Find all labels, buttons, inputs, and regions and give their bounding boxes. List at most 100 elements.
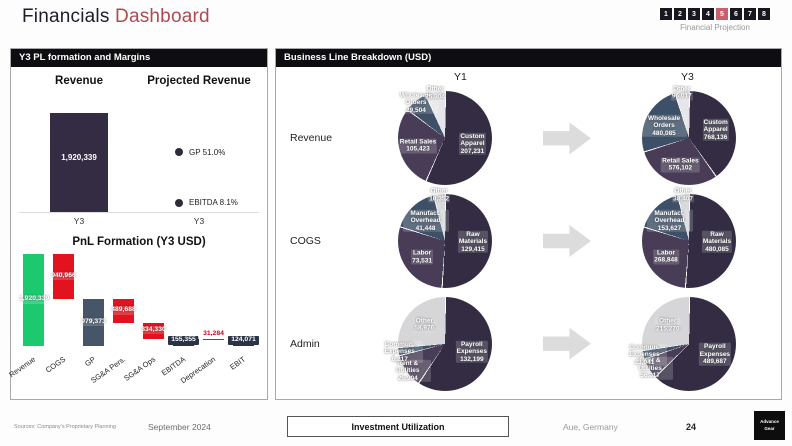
- revenue-y3-pie: Custom Apparel 768,136 Retail Sales 576,102…: [641, 85, 736, 186]
- waterfall-title: PnL Formation (Y3 USD): [72, 236, 206, 248]
- revenue-bar-value: 1,920,339: [61, 152, 97, 162]
- waterfall-category-label: EBIT: [227, 354, 247, 372]
- projected-revenue-chart: Projected Revenue GP 51.0% EBITDA 8.1% Y3: [139, 75, 259, 226]
- admin-y3-pie: Payroll Expenses 489,687 Rent & Utilities 5…: [621, 296, 736, 391]
- revenue-plot: 1,920,339: [19, 95, 139, 213]
- panel-breakdown-header: Business Line Breakdown (USD): [276, 49, 781, 67]
- pie-cell-y3: Raw Materials 480,085 Labor 268,848 Manufact…: [608, 187, 770, 288]
- waterfall-category-label: COGS: [43, 354, 67, 375]
- top-charts: Revenue 1,920,339 Y3 Projected Revenue G…: [11, 67, 267, 226]
- projected-point-label: EBITDA 8.1%: [189, 198, 238, 208]
- pager-label: Financial Projection: [680, 23, 750, 32]
- company-logo: Advance Gear: [754, 411, 785, 440]
- panel-business-breakdown: Business Line Breakdown (USD) Y1 Y3 Reve…: [275, 48, 782, 400]
- footer-date: September 2024: [148, 422, 211, 432]
- logo-line2: Gear: [764, 425, 775, 431]
- revenue-y3-pie-graphic: [642, 91, 736, 186]
- pie-cell-y1: Payroll Expenses 132,199 Rent & Utilities 2…: [364, 296, 526, 391]
- pie-cell-y3: Custom Apparel 768,136 Retail Sales 576,102…: [608, 85, 770, 186]
- projected-plot: GP 51.0% EBITDA 8.1%: [139, 95, 259, 213]
- breakdown-row-admin: Admin Payroll Expenses 132,199 Rent & Utili…: [276, 292, 781, 395]
- waterfall-bar-cogs: [53, 254, 74, 300]
- waterfall-bar-sg-a-pers-: [113, 299, 134, 323]
- sources-note: Sources: Company's Proprietary Planning: [14, 424, 116, 430]
- page-box-7[interactable]: 7: [744, 8, 756, 20]
- pie-cell-y1: Custom Apparel 207,231 Retail Sales 105,423…: [364, 85, 526, 186]
- panel-pl-header: Y3 PL formation and Margins: [11, 49, 267, 67]
- projected-point-1: EBITDA 8.1%: [175, 198, 238, 207]
- row-label-cogs: COGS: [290, 235, 321, 247]
- panels: Y3 PL formation and Margins Revenue 1,92…: [7, 48, 782, 400]
- footer: Sources: Company's Proprietary Planning …: [0, 404, 792, 446]
- row-label-admin: Admin: [290, 337, 320, 350]
- breakdown-row-cogs: COGS Raw Materials 129,415 Labor 73,531 Manuf…: [276, 187, 781, 293]
- waterfall-value-label: 1,920,339: [18, 295, 50, 304]
- page-box-5[interactable]: 5: [716, 8, 728, 20]
- pie-cell-y3: Payroll Expenses 489,687 Rent & Utilities 5…: [608, 296, 770, 391]
- data-point-icon: [175, 198, 183, 207]
- waterfall-category-label: EBITDA: [159, 354, 187, 378]
- revenue-y1-pie: Custom Apparel 207,231 Retail Sales 105,423…: [392, 85, 492, 186]
- waterfall-bar-gp: [83, 299, 104, 346]
- admin-y1-pie-graphic: [398, 296, 492, 391]
- pie-rows: Revenue Custom Apparel 207,231 Retail Sales…: [276, 85, 781, 395]
- admin-y1-pie: Payroll Expenses 132,199 Rent & Utilities 2…: [376, 296, 492, 391]
- revenue-bar: 1,920,339: [50, 113, 108, 212]
- arrow-cell: [526, 221, 608, 261]
- footer-page-number: 24: [686, 422, 697, 432]
- page-box-6[interactable]: 6: [730, 8, 742, 20]
- row-label-revenue: Revenue: [290, 132, 333, 145]
- waterfall-category-label: GP: [82, 354, 97, 369]
- projected-point-label: GP 51.0%: [189, 147, 226, 157]
- page-box-1[interactable]: 1: [660, 8, 672, 20]
- cogs-y3-pie: Raw Materials 480,085 Labor 268,848 Manufact…: [642, 187, 736, 288]
- logo-line1: Advance: [760, 419, 779, 425]
- projected-x-label: Y3: [193, 216, 205, 226]
- title-primary: Financials: [22, 6, 110, 27]
- revenue-x-label: Y3: [73, 216, 85, 226]
- waterfall-bar-revenue: [23, 254, 44, 346]
- waterfall-value-label: 334,330: [138, 325, 169, 335]
- pie-cell-y1: Raw Materials 129,415 Labor 73,531 Manufact.…: [364, 187, 526, 288]
- data-point-icon: [175, 148, 183, 157]
- revenue-chart-title: Revenue: [55, 75, 103, 87]
- column-headers: Y1 Y3: [276, 71, 781, 87]
- page-box-3[interactable]: 3: [688, 8, 700, 20]
- waterfall-bar-sg-a-ops: [143, 322, 164, 339]
- investment-utilization-button[interactable]: Investment Utilization: [287, 416, 509, 437]
- waterfall-value-label: 940,966: [48, 271, 79, 281]
- page-title: Financials Dashboard: [22, 6, 778, 28]
- column-header-y3: Y3: [681, 71, 694, 83]
- waterfall-value-label: 124,071: [228, 336, 259, 345]
- right-arrow-icon: [543, 225, 591, 257]
- projected-chart-title: Projected Revenue: [147, 75, 251, 87]
- waterfall-value-label: 979,373: [78, 317, 109, 327]
- cogs-y1-pie-graphic: [398, 194, 492, 288]
- title-accent: Dashboard: [115, 6, 210, 27]
- waterfall-value-label: 31,284: [198, 330, 229, 339]
- cogs-y1-pie: Raw Materials 129,415 Labor 73,531 Manufact.…: [398, 187, 492, 288]
- revenue-bar-chart: Revenue 1,920,339 Y3: [19, 75, 139, 226]
- breakdown-row-revenue: Revenue Custom Apparel 207,231 Retail Sales…: [276, 85, 781, 190]
- page-box-4[interactable]: 4: [702, 8, 714, 20]
- right-arrow-icon: [543, 327, 591, 360]
- page-box-8[interactable]: 8: [758, 8, 770, 20]
- projected-point-0: GP 51.0%: [175, 148, 225, 157]
- waterfall-category-label: Deprecation: [178, 354, 217, 386]
- pnl-waterfall-chart: 1,920,339 Revenue 940,966 COGS 979,373 GP 489,…: [7, 254, 259, 389]
- cogs-y3-pie-graphic: [642, 194, 736, 288]
- waterfall-bar-deprecation: [203, 338, 224, 341]
- waterfall-category-label: SG&A Ops: [121, 354, 157, 383]
- footer-location: Aue, Germany: [563, 422, 618, 432]
- page-box-2[interactable]: 2: [674, 8, 686, 20]
- column-header-y1: Y1: [454, 71, 467, 83]
- waterfall-category-label: SG&A Pers.: [88, 354, 127, 385]
- arrow-cell: [526, 118, 608, 158]
- panel-pl-formation: Y3 PL formation and Margins Revenue 1,92…: [7, 48, 268, 400]
- arrow-cell: [526, 324, 608, 364]
- admin-y3-pie-graphic: [642, 296, 736, 391]
